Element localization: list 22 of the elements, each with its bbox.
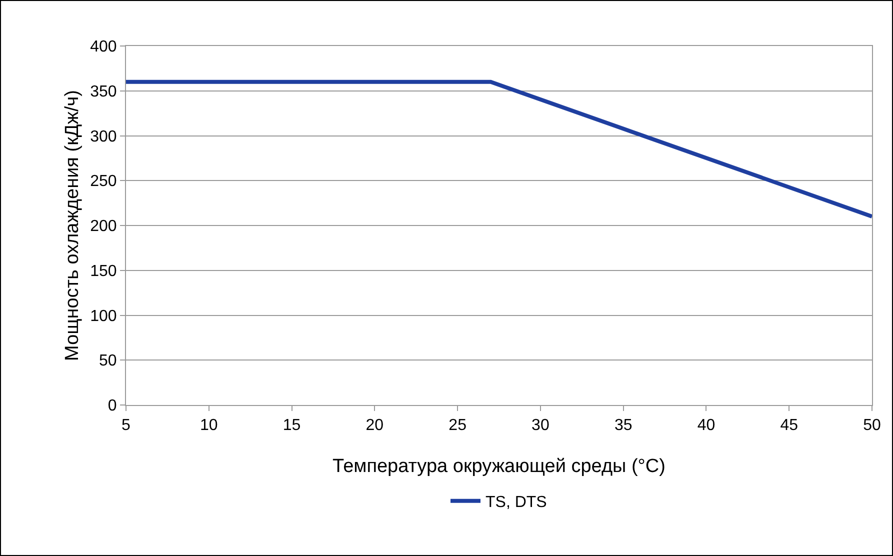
y-tick-label: 300: [90, 128, 117, 146]
y-tick-label: 100: [90, 308, 117, 325]
y-tick-label: 200: [90, 218, 117, 236]
x-tick-label: 15: [282, 417, 301, 434]
x-tick-label: 10: [200, 417, 218, 434]
y-tick-label: 350: [90, 83, 117, 100]
x-tick-label: 50: [863, 417, 881, 434]
y-axis-title: Мощность охлаждения (кДж/ч): [62, 90, 83, 361]
x-tick-label: 40: [697, 417, 716, 434]
y-tick-label: 150: [90, 262, 117, 280]
x-axis-title: Температура окружающей среды (°C): [332, 456, 666, 477]
y-tick-label: 400: [90, 38, 117, 56]
x-tick-label: 5: [122, 417, 131, 434]
x-tick-label: 30: [532, 417, 550, 434]
y-tick-label: 0: [108, 398, 117, 415]
x-tick-label: 45: [780, 417, 798, 434]
x-tick-label: 25: [448, 417, 467, 434]
x-tick-label: 20: [366, 417, 384, 434]
legend-label: TS, DTS: [486, 494, 547, 512]
y-tick-label: 250: [90, 173, 117, 190]
y-tick-label: 50: [99, 352, 117, 370]
x-tick-label: 35: [614, 417, 632, 434]
